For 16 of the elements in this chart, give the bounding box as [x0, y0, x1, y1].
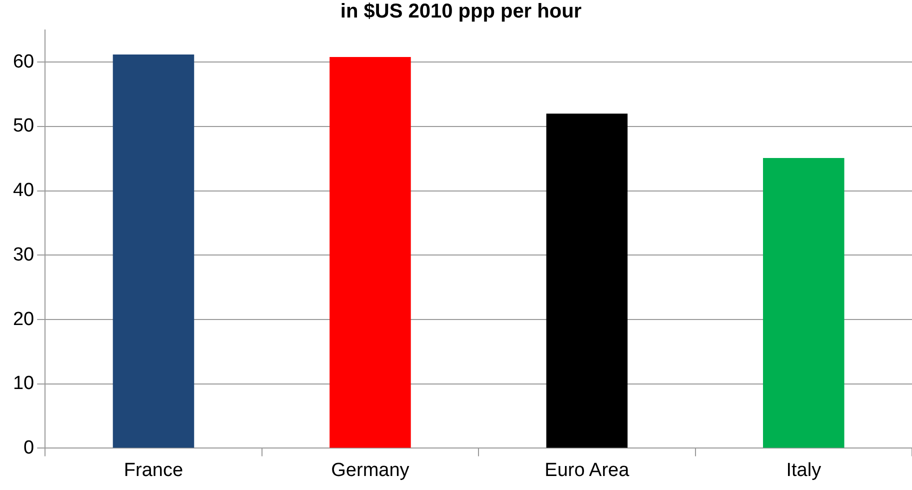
bar	[330, 57, 411, 448]
y-tick-label: 0	[24, 437, 34, 458]
x-tick-label: France	[124, 460, 184, 481]
bar	[763, 158, 844, 448]
y-tick-label: 30	[12, 244, 34, 266]
y-tick-label: 50	[12, 116, 34, 137]
x-tick-label: Germany	[331, 460, 410, 481]
y-tick-label: 10	[12, 373, 34, 394]
y-tick-label: 40	[12, 180, 34, 202]
chart-title: in $US 2010 ppp per hour	[340, 0, 582, 23]
y-tick-label: 60	[12, 51, 34, 72]
bar	[546, 114, 628, 448]
bar	[112, 54, 194, 448]
x-tick-label: Euro Area	[544, 460, 630, 481]
x-tick-label: Italy	[786, 460, 822, 481]
y-tick-label: 20	[12, 308, 34, 330]
